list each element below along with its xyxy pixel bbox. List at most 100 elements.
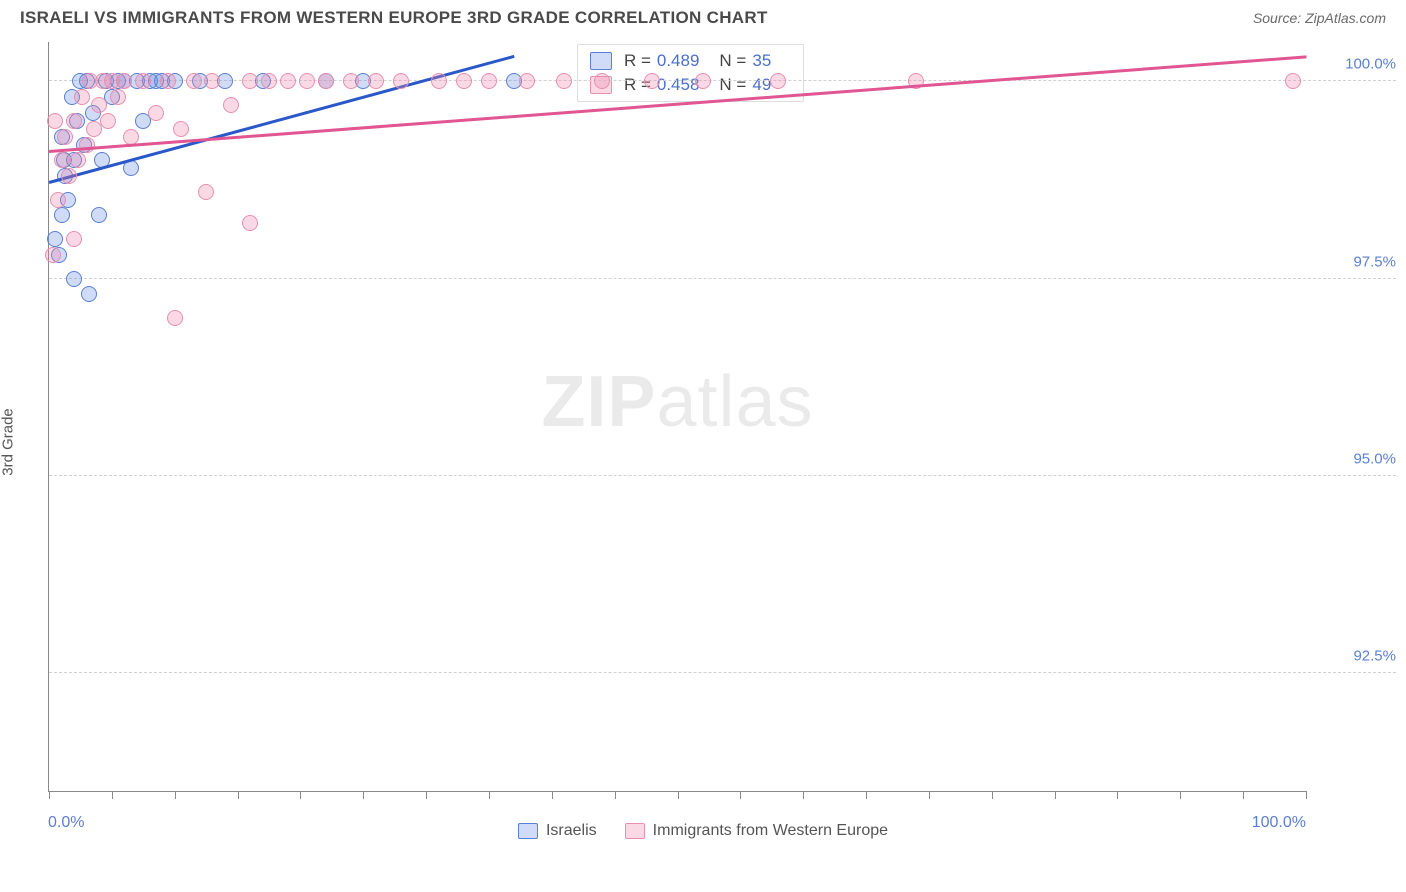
- y-tick-label: 92.5%: [1316, 647, 1396, 664]
- data-point: [47, 231, 63, 247]
- x-tick: [740, 791, 741, 799]
- x-tick: [363, 791, 364, 799]
- stats-n-label: N =: [719, 75, 746, 95]
- x-tick: [678, 791, 679, 799]
- data-point: [204, 73, 220, 89]
- data-point: [66, 113, 82, 129]
- legend-label: Immigrants from Western Europe: [653, 822, 888, 840]
- chart-header: ISRAELI VS IMMIGRANTS FROM WESTERN EUROP…: [0, 0, 1406, 32]
- gridline: [49, 475, 1396, 476]
- x-tick: [1243, 791, 1244, 799]
- chart-area: 3rd Grade ZIPatlas R = 0.489 N = 35R = 0.458…: [0, 32, 1406, 852]
- legend-swatch: [625, 823, 645, 839]
- data-point: [47, 113, 63, 129]
- data-point: [481, 73, 497, 89]
- data-point: [57, 129, 73, 145]
- data-point: [123, 129, 139, 145]
- data-point: [198, 184, 214, 200]
- data-point: [393, 73, 409, 89]
- x-tick: [1117, 791, 1118, 799]
- x-tick: [300, 791, 301, 799]
- legend-label: Israelis: [546, 822, 597, 840]
- x-tick: [552, 791, 553, 799]
- scatter-plot: ZIPatlas R =0.489N =35R =0.458N =49 100.…: [48, 42, 1306, 792]
- data-point: [594, 73, 610, 89]
- source-credit: Source: ZipAtlas.com: [1253, 10, 1386, 26]
- data-point: [54, 152, 70, 168]
- data-point: [261, 73, 277, 89]
- data-point: [70, 152, 86, 168]
- data-point: [519, 73, 535, 89]
- x-axis-start-label: 0.0%: [48, 814, 84, 832]
- x-tick: [489, 791, 490, 799]
- data-point: [91, 97, 107, 113]
- gridline: [49, 672, 1396, 673]
- x-tick: [112, 791, 113, 799]
- x-tick: [615, 791, 616, 799]
- data-point: [91, 207, 107, 223]
- stats-r-value: 0.458: [657, 75, 700, 95]
- x-tick: [238, 791, 239, 799]
- x-tick: [1055, 791, 1056, 799]
- data-point: [368, 73, 384, 89]
- y-tick-label: 100.0%: [1316, 56, 1396, 73]
- data-point: [50, 192, 66, 208]
- data-point: [173, 121, 189, 137]
- stats-row: R =0.458N =49: [578, 73, 803, 97]
- x-axis-end-label: 100.0%: [1252, 814, 1306, 832]
- data-point: [770, 73, 786, 89]
- data-point: [186, 73, 202, 89]
- data-point: [343, 73, 359, 89]
- data-point: [556, 73, 572, 89]
- data-point: [280, 73, 296, 89]
- x-tick: [49, 791, 50, 799]
- data-point: [456, 73, 472, 89]
- data-point: [299, 73, 315, 89]
- x-tick: [866, 791, 867, 799]
- stats-swatch: [590, 52, 612, 70]
- correlation-stats-box: R = 0.489 N = 35R = 0.458 N = 49: [577, 44, 804, 102]
- legend-item: Immigrants from Western Europe: [625, 822, 888, 840]
- x-tick: [803, 791, 804, 799]
- stats-r-label: R =: [624, 51, 651, 71]
- chart-title: ISRAELI VS IMMIGRANTS FROM WESTERN EUROP…: [20, 8, 768, 28]
- data-point: [160, 73, 176, 89]
- data-point: [81, 286, 97, 302]
- data-point: [644, 73, 660, 89]
- x-tick: [175, 791, 176, 799]
- data-point: [167, 310, 183, 326]
- data-point: [100, 113, 116, 129]
- data-point: [318, 73, 334, 89]
- data-point: [61, 168, 77, 184]
- stats-r-value: 0.489: [657, 51, 700, 71]
- y-tick-label: 95.0%: [1316, 450, 1396, 467]
- x-tick: [1180, 791, 1181, 799]
- watermark-light: atlas: [656, 362, 813, 442]
- x-tick: [1306, 791, 1307, 799]
- legend-item: Israelis: [518, 822, 597, 840]
- data-point: [110, 89, 126, 105]
- y-tick-label: 97.5%: [1316, 253, 1396, 270]
- x-tick: [426, 791, 427, 799]
- watermark: ZIPatlas: [541, 361, 813, 443]
- x-tick: [992, 791, 993, 799]
- data-point: [1285, 73, 1301, 89]
- data-point: [148, 105, 164, 121]
- data-point: [74, 89, 90, 105]
- data-point: [116, 73, 132, 89]
- data-point: [45, 247, 61, 263]
- stats-row: R = 0.489 N = 35: [578, 49, 803, 73]
- stats-n-value: 49: [752, 75, 771, 95]
- stats-n-label: N =: [719, 51, 746, 71]
- stats-n-value: 35: [752, 51, 771, 71]
- data-point: [54, 207, 70, 223]
- x-tick: [929, 791, 930, 799]
- data-point: [79, 137, 95, 153]
- y-axis-label: 3rd Grade: [0, 408, 17, 476]
- data-point: [431, 73, 447, 89]
- data-point: [223, 97, 239, 113]
- data-point: [66, 231, 82, 247]
- data-point: [695, 73, 711, 89]
- data-point: [135, 73, 151, 89]
- data-point: [242, 215, 258, 231]
